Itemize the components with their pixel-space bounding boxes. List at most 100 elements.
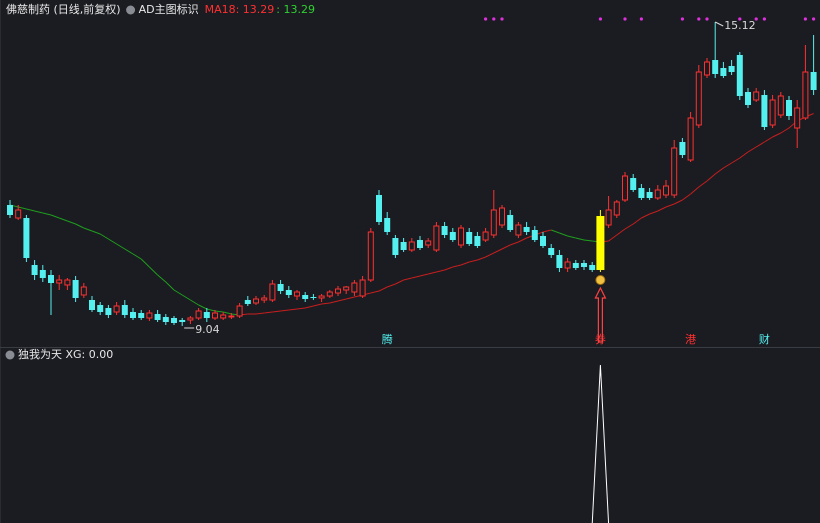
candle-body bbox=[80, 286, 87, 296]
candle-body bbox=[56, 279, 63, 284]
candle-body bbox=[515, 224, 522, 236]
indicator-name: AD主图标识 bbox=[139, 2, 199, 16]
signal-dot bbox=[705, 17, 709, 21]
candle-body bbox=[121, 305, 128, 315]
candle-body bbox=[466, 232, 473, 244]
candle-body bbox=[285, 290, 292, 295]
event-label: 腾 bbox=[382, 332, 393, 346]
ma-line bbox=[657, 206, 667, 212]
ma-line bbox=[690, 186, 700, 195]
ma-line bbox=[108, 238, 117, 245]
ma-line bbox=[83, 227, 93, 232]
ma-line bbox=[419, 273, 429, 277]
indicator-icon[interactable] bbox=[5, 350, 15, 360]
candle-body bbox=[39, 270, 46, 278]
ma-line bbox=[50, 214, 60, 219]
ma-line bbox=[755, 141, 765, 148]
event-label: 港 bbox=[685, 333, 696, 346]
ma-line bbox=[157, 274, 167, 283]
high-label: 15.12 bbox=[724, 19, 756, 32]
ma-line bbox=[403, 277, 412, 281]
event-label: 券 bbox=[595, 332, 606, 346]
candle-body bbox=[753, 91, 760, 101]
candle-body bbox=[384, 218, 391, 232]
ma-line bbox=[542, 229, 552, 233]
ma-line bbox=[764, 136, 773, 143]
candle-body bbox=[269, 283, 276, 301]
ma-legend: : 13.29 bbox=[276, 3, 315, 16]
signal-dot bbox=[812, 17, 816, 21]
candle-body bbox=[622, 175, 628, 201]
candle-body bbox=[203, 312, 210, 318]
ma-line bbox=[706, 173, 716, 182]
candle-body bbox=[31, 265, 38, 275]
ma-line bbox=[428, 271, 437, 275]
ma-line bbox=[181, 294, 191, 301]
ma-line bbox=[714, 167, 724, 175]
ma-line bbox=[264, 311, 273, 314]
candle-body bbox=[548, 248, 555, 255]
candle-body bbox=[64, 279, 71, 286]
ma-line bbox=[116, 243, 126, 250]
ma-line bbox=[149, 266, 158, 276]
candle-body bbox=[687, 117, 694, 161]
candle-body bbox=[236, 305, 243, 317]
ma-line bbox=[173, 289, 183, 296]
ma-line bbox=[665, 203, 675, 208]
ma-line bbox=[616, 228, 626, 236]
candle-body bbox=[786, 100, 792, 116]
buy-arrow bbox=[594, 286, 607, 343]
candle-body bbox=[23, 218, 30, 258]
candle-body bbox=[130, 312, 136, 318]
candle-body bbox=[581, 263, 587, 267]
ma-line bbox=[559, 232, 568, 237]
candle-body bbox=[228, 315, 235, 318]
signal-dot bbox=[492, 17, 496, 21]
candle-body bbox=[253, 298, 259, 304]
candle-body bbox=[261, 297, 268, 301]
candle-body bbox=[523, 227, 530, 232]
candle-body bbox=[589, 265, 596, 270]
signal-dot bbox=[639, 17, 644, 21]
candle-body bbox=[761, 95, 768, 127]
candle-body bbox=[72, 280, 79, 298]
ma-line bbox=[313, 303, 322, 307]
ma-line bbox=[501, 244, 511, 250]
ma-line bbox=[387, 283, 396, 288]
candle-body bbox=[433, 225, 440, 251]
ma-line bbox=[370, 290, 380, 294]
ma-line bbox=[75, 223, 85, 229]
ma-line bbox=[59, 217, 68, 222]
signal-dot bbox=[500, 17, 504, 21]
ma-line bbox=[346, 296, 355, 300]
signal-dot bbox=[803, 17, 808, 21]
ma-line bbox=[305, 305, 314, 309]
candle-body bbox=[695, 71, 702, 126]
signal-dot bbox=[754, 17, 758, 21]
candle-body bbox=[777, 95, 784, 116]
candle-body bbox=[679, 142, 686, 155]
candle-body bbox=[113, 305, 120, 313]
candle-body bbox=[15, 209, 22, 219]
signal-dot bbox=[598, 17, 603, 21]
ma-line bbox=[452, 264, 462, 268]
candle-body bbox=[7, 205, 13, 215]
ma-line bbox=[280, 309, 289, 312]
ma-line bbox=[337, 298, 347, 302]
candle-body bbox=[187, 317, 194, 321]
ma-line bbox=[460, 261, 470, 266]
ma-line bbox=[551, 229, 560, 234]
ma-line bbox=[34, 210, 43, 214]
candle-body bbox=[89, 300, 95, 310]
ma-line bbox=[649, 210, 658, 215]
ma-line bbox=[206, 308, 216, 312]
ma-line bbox=[608, 234, 618, 242]
indicator-icon[interactable] bbox=[126, 5, 136, 15]
ma-line bbox=[444, 266, 453, 271]
candle-body bbox=[564, 261, 571, 269]
ma-line bbox=[198, 304, 208, 310]
ma-line bbox=[255, 312, 265, 315]
ma-line bbox=[583, 239, 593, 242]
